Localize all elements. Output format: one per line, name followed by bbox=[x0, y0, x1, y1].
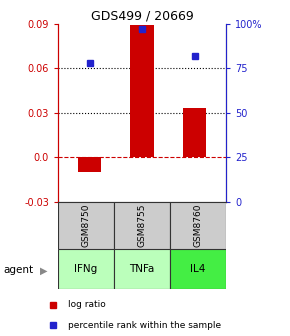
Bar bbox=[114, 249, 170, 289]
Text: ▶: ▶ bbox=[40, 265, 47, 276]
Text: agent: agent bbox=[3, 265, 33, 276]
Text: IFNg: IFNg bbox=[75, 264, 98, 274]
Bar bbox=[58, 202, 114, 249]
Bar bbox=[114, 202, 170, 249]
Text: log ratio: log ratio bbox=[68, 300, 106, 309]
Bar bbox=[58, 249, 114, 289]
Text: GSM8750: GSM8750 bbox=[81, 203, 90, 247]
Text: GSM8760: GSM8760 bbox=[194, 203, 203, 247]
Text: GSM8755: GSM8755 bbox=[137, 203, 147, 247]
Bar bbox=[78, 157, 101, 172]
Bar bbox=[170, 249, 226, 289]
Bar bbox=[183, 108, 206, 157]
Title: GDS499 / 20669: GDS499 / 20669 bbox=[91, 9, 193, 23]
Text: TNFa: TNFa bbox=[129, 264, 155, 274]
Bar bbox=[130, 25, 154, 157]
Text: percentile rank within the sample: percentile rank within the sample bbox=[68, 321, 221, 330]
Text: IL4: IL4 bbox=[191, 264, 206, 274]
Bar bbox=[170, 202, 226, 249]
